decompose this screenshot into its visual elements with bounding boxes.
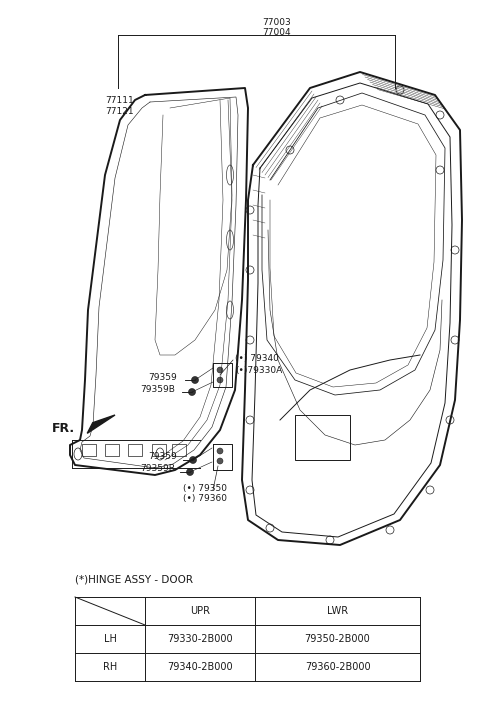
Polygon shape [87, 415, 115, 434]
Text: 79330-2B000: 79330-2B000 [167, 634, 233, 644]
Text: 79360-2B000: 79360-2B000 [305, 662, 370, 672]
Bar [295, 415, 350, 460]
Text: (•) 79350: (•) 79350 [183, 484, 227, 492]
Text: UPR: UPR [190, 606, 210, 616]
Bar [128, 444, 142, 456]
Text: (•) 79340: (•) 79340 [235, 354, 279, 362]
Text: (•)79330A: (•)79330A [235, 365, 282, 375]
Circle shape [190, 457, 196, 463]
Circle shape [189, 389, 195, 396]
Bar [82, 444, 96, 456]
Text: 79359B: 79359B [140, 384, 175, 394]
Text: FR.: FR. [52, 421, 75, 434]
Circle shape [217, 367, 223, 373]
Circle shape [217, 448, 223, 454]
Text: 77003: 77003 [262, 17, 291, 27]
Circle shape [192, 376, 199, 384]
Text: 77111: 77111 [105, 96, 134, 104]
Text: 77004: 77004 [262, 28, 291, 36]
Text: (*)HINGE ASSY - DOOR: (*)HINGE ASSY - DOOR [75, 574, 193, 584]
Text: RH: RH [103, 662, 117, 672]
Bar [172, 444, 186, 456]
Text: 79359: 79359 [148, 373, 177, 381]
Text: 79350-2B000: 79350-2B000 [305, 634, 371, 644]
Bar [152, 444, 166, 456]
Circle shape [187, 468, 193, 476]
Text: 77121: 77121 [105, 107, 133, 115]
Text: 79359: 79359 [148, 452, 177, 460]
Bar [105, 444, 119, 456]
Text: LH: LH [104, 634, 117, 644]
Text: 79359B: 79359B [140, 463, 175, 473]
Circle shape [217, 377, 223, 383]
Text: (•) 79360: (•) 79360 [183, 494, 227, 503]
Text: LWR: LWR [327, 606, 348, 616]
Text: 79340-2B000: 79340-2B000 [167, 662, 233, 672]
Circle shape [217, 458, 223, 464]
